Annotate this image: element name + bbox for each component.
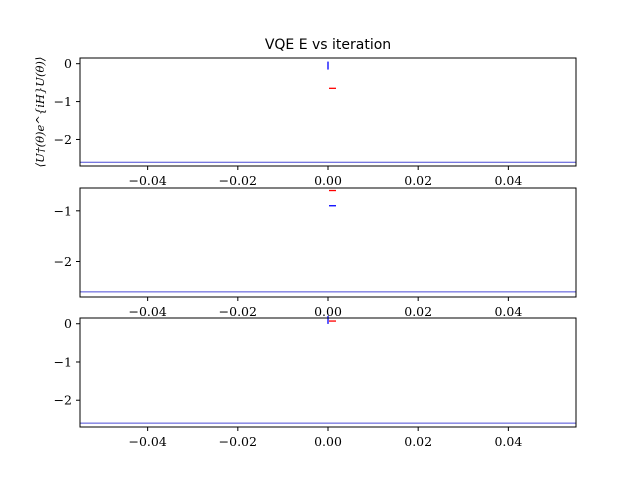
y-axis-label: ⟨U†(θ)e^{iH}U(θ)⟩ bbox=[33, 57, 47, 168]
y-tick-label: −2 bbox=[54, 393, 72, 408]
x-tick-label: 0.02 bbox=[404, 173, 432, 188]
x-tick-label: 0.04 bbox=[494, 304, 522, 319]
y-tick-label: −1 bbox=[54, 354, 72, 369]
x-tick-label: 0.00 bbox=[314, 434, 342, 449]
x-tick-label: 0.02 bbox=[404, 434, 432, 449]
chart-title: VQE E vs iteration bbox=[265, 37, 391, 53]
x-tick-label: −0.04 bbox=[128, 304, 166, 319]
x-tick-label: −0.02 bbox=[219, 434, 257, 449]
x-tick-label: 0.00 bbox=[314, 304, 342, 319]
subplot-1: −0.04 −0.02 0.00 0.02 0.04 0 −1 −2 bbox=[54, 56, 577, 188]
axes-frame bbox=[79, 57, 577, 167]
y-tick-label: 0 bbox=[64, 316, 72, 331]
subplot-2: −0.04 −0.02 0.00 0.02 0.04 −1 −2 bbox=[54, 187, 577, 319]
x-tick-label: −0.04 bbox=[128, 434, 166, 449]
y-tick-label: 0 bbox=[64, 56, 72, 71]
axes-frame bbox=[79, 187, 577, 298]
y-tick-label: −1 bbox=[54, 94, 72, 109]
x-tick-label: 0.04 bbox=[494, 434, 522, 449]
x-tick-label: −0.02 bbox=[219, 173, 257, 188]
subplots: −0.04 −0.02 0.00 0.02 0.04 0 −1 −2 −0.04 −0.02 0.0… bbox=[54, 56, 577, 449]
y-tick-label: −1 bbox=[54, 203, 72, 218]
x-tick-label: 0.04 bbox=[494, 173, 522, 188]
subplot-3: −0.04 −0.02 0.00 0.02 0.04 0 −1 −2 bbox=[54, 315, 577, 449]
y-tick-label: −2 bbox=[54, 254, 72, 269]
x-tick-label: −0.04 bbox=[128, 173, 166, 188]
x-tick-label: 0.00 bbox=[314, 173, 342, 188]
x-tick-label: 0.02 bbox=[404, 304, 432, 319]
x-tick-label: −0.02 bbox=[219, 304, 257, 319]
y-tick-label: −2 bbox=[54, 132, 72, 147]
axes-frame bbox=[79, 317, 577, 428]
